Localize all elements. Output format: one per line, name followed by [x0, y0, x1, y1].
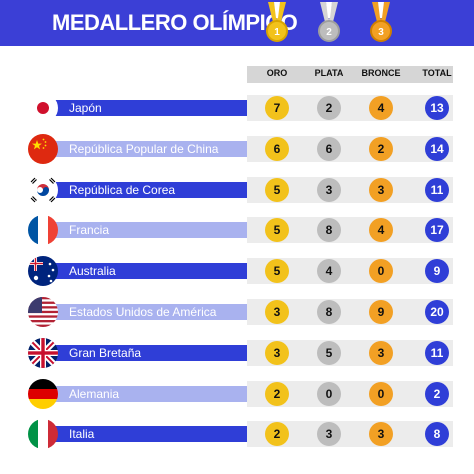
- total-count: 8: [425, 422, 449, 447]
- usa-flag-icon: [28, 297, 58, 327]
- oro-count: 6: [265, 136, 289, 161]
- total-count: 20: [425, 300, 449, 324]
- bronce-count: 0: [369, 381, 393, 406]
- total-count: 14: [425, 136, 449, 161]
- bronce-count: 4: [369, 218, 393, 243]
- france-flag-icon: [28, 215, 58, 246]
- total-count: 2: [425, 381, 449, 406]
- page-title: MEDALLERO OLÍMPICO: [52, 10, 298, 35]
- bronze-medal-number: 3: [378, 27, 384, 38]
- column-header-bronce: BRONCE: [361, 68, 401, 78]
- germany-flag-icon: [28, 378, 58, 409]
- silver-medal-number: 2: [326, 27, 332, 38]
- oro-count: 2: [265, 422, 289, 447]
- oro-count: 3: [265, 340, 289, 365]
- bronce-count: 3: [369, 340, 393, 365]
- total-count: 11: [425, 177, 449, 202]
- gold-medal-number: 1: [274, 27, 280, 38]
- oro-count: 5: [265, 259, 289, 284]
- bronce-count: 3: [369, 177, 393, 202]
- country-name: Australia: [69, 264, 116, 279]
- table-row: Japón 7 2 4 13: [0, 91, 474, 125]
- oro-count: 5: [265, 177, 289, 202]
- plata-count: 5: [317, 340, 341, 365]
- total-count: 9: [425, 259, 449, 284]
- australia-flag-icon: [28, 256, 58, 287]
- japan-flag-icon: [28, 93, 58, 123]
- table-row: Gran Bretaña 3 5 3 11: [0, 336, 474, 370]
- table-row: Australia 5 4 0 9: [0, 254, 474, 288]
- plata-count: 3: [317, 177, 341, 202]
- table-row: Estados Unidos de América 3 8 9 20: [0, 295, 474, 329]
- column-header-oro: ORO: [266, 68, 288, 78]
- plata-count: 2: [317, 96, 341, 120]
- column-header-total: TOTAL: [422, 68, 452, 78]
- plata-count: 6: [317, 136, 341, 161]
- country-name: Italia: [69, 427, 95, 442]
- oro-count: 7: [265, 96, 289, 120]
- bronce-count: 4: [369, 96, 393, 120]
- bronce-count: 0: [369, 259, 393, 284]
- country-name: Francia: [69, 223, 110, 238]
- silver-medal-icon: 2: [318, 2, 340, 42]
- country-name: Japón: [69, 101, 102, 115]
- header-banner: MEDALLERO OLÍMPICO 1 2 3: [0, 0, 474, 46]
- bronze-medal-icon: 3: [370, 2, 392, 42]
- country-name: Estados Unidos de América: [69, 305, 217, 319]
- plata-count: 8: [317, 300, 341, 324]
- bronce-count: 3: [369, 422, 393, 447]
- plata-count: 4: [317, 259, 341, 284]
- italy-flag-icon: [28, 419, 58, 450]
- total-count: 13: [425, 96, 449, 120]
- korea-flag-icon: [28, 174, 58, 205]
- plata-count: 8: [317, 218, 341, 243]
- plata-count: 0: [317, 381, 341, 406]
- country-name: República de Corea: [69, 182, 176, 197]
- oro-count: 5: [265, 218, 289, 243]
- bronce-count: 9: [369, 300, 393, 324]
- column-header-plata: PLATA: [314, 68, 344, 78]
- country-name: Gran Bretaña: [69, 345, 142, 360]
- total-count: 17: [425, 218, 449, 243]
- table-row: República de Corea 5 3 3 11: [0, 173, 474, 207]
- gold-medal-icon: 1: [266, 2, 288, 42]
- oro-count: 2: [265, 381, 289, 406]
- bronce-count: 2: [369, 136, 393, 161]
- oro-count: 3: [265, 300, 289, 324]
- china-flag-icon: [28, 133, 58, 164]
- table-row: Italia 2 3 3 8: [0, 417, 474, 451]
- column-header-background: [247, 66, 453, 83]
- table-row: Alemania 2 0 0 2: [0, 377, 474, 411]
- uk-flag-icon: [28, 337, 58, 368]
- total-count: 11: [425, 340, 449, 365]
- country-name: República Popular de China: [69, 141, 219, 156]
- plata-count: 3: [317, 422, 341, 447]
- table-row: República Popular de China 6 6 2 14: [0, 132, 474, 166]
- table-row: Francia 5 8 4 17: [0, 213, 474, 247]
- country-name: Alemania: [69, 386, 120, 401]
